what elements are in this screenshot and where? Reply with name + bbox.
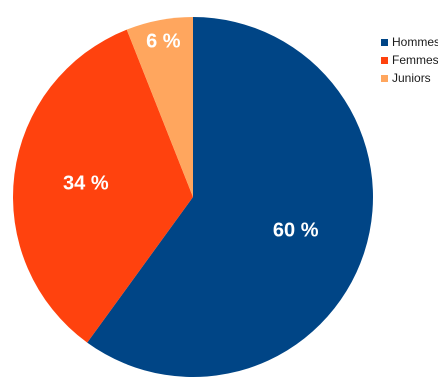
legend-label-hommes: Hommes bbox=[392, 35, 438, 49]
legend-swatch-juniors bbox=[381, 74, 388, 82]
legend-label-femmes: Femmes bbox=[392, 53, 438, 67]
chart-legend: Hommes Femmes Juniors bbox=[381, 33, 438, 87]
data-label-juniors: 6 % bbox=[146, 30, 181, 52]
legend-item-femmes: Femmes bbox=[381, 51, 438, 69]
data-label-femmes: 34 % bbox=[63, 172, 109, 194]
pie-data-labels: 60 % 34 % 6 % bbox=[63, 30, 319, 241]
pie-slice-hommes bbox=[87, 17, 373, 377]
legend-item-hommes: Hommes bbox=[381, 33, 438, 51]
legend-item-juniors: Juniors bbox=[381, 69, 438, 87]
pie-slice-femmes bbox=[13, 29, 194, 343]
legend-swatch-hommes bbox=[381, 38, 388, 46]
legend-swatch-femmes bbox=[381, 56, 388, 64]
data-label-hommes: 60 % bbox=[273, 219, 319, 241]
legend-label-juniors: Juniors bbox=[392, 71, 431, 85]
pie-slices bbox=[13, 17, 373, 377]
pie-slice-juniors bbox=[126, 17, 193, 197]
